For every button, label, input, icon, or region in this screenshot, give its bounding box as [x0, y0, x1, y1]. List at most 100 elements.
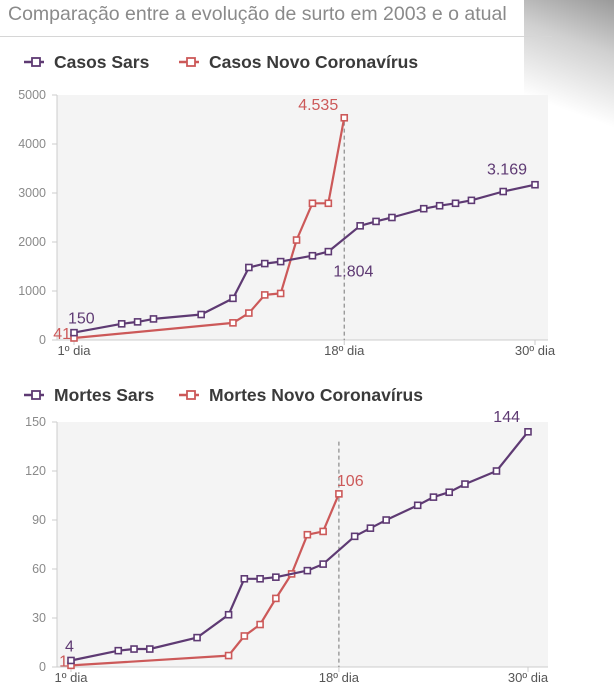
y-tick-label: 0 [39, 333, 46, 347]
legend-item-casos-novo-coronavirus: Casos Novo Coronavírus [179, 52, 418, 72]
data-point [467, 196, 476, 205]
data-point [130, 645, 138, 653]
data-point [499, 187, 508, 196]
data-point [303, 566, 312, 575]
legend-label: Mortes Novo Coronavírus [209, 385, 423, 405]
data-point [388, 213, 396, 222]
data-point [308, 199, 317, 208]
data-point [303, 530, 312, 539]
data-point [324, 247, 333, 256]
data-point [114, 646, 123, 655]
legend-marker [31, 57, 41, 67]
data-point [382, 516, 390, 524]
data-point [419, 204, 428, 213]
data-point [117, 320, 126, 328]
x-tick-label: 18º dia [319, 670, 360, 685]
x-tick-label: 1º dia [55, 670, 89, 685]
data-point [256, 575, 264, 583]
data-point [260, 291, 269, 299]
data-point [492, 467, 501, 475]
data-point [319, 527, 327, 536]
data-point [245, 309, 253, 317]
legend-item-mortes-sars: Mortes Sars [24, 385, 154, 405]
legend-marker [186, 390, 196, 400]
data-point [240, 575, 249, 583]
data-point [308, 251, 317, 260]
data-label: 41 [53, 326, 71, 343]
y-tick-label: 120 [25, 464, 46, 478]
data-label: 1 [59, 653, 68, 670]
plot-area [57, 95, 548, 340]
data-point [319, 560, 327, 568]
title-divider [0, 36, 552, 37]
data-point [240, 632, 249, 640]
y-tick-label: 60 [32, 562, 46, 576]
y-tick-label: 3000 [18, 186, 46, 200]
data-point [70, 328, 78, 337]
y-tick-label: 1000 [18, 284, 46, 298]
data-point [451, 199, 460, 208]
y-tick-label: 90 [32, 513, 46, 527]
cases-chart: Casos Sars Casos Novo Coronavírus 0 1000 200… [18, 52, 556, 358]
data-point [413, 501, 422, 510]
data-point [224, 610, 233, 619]
y-tick-label: 150 [25, 415, 46, 429]
series-casos-sars [70, 180, 539, 337]
data-point [145, 645, 154, 653]
data-point [524, 427, 532, 436]
x-tick-label: 1º dia [58, 343, 92, 358]
series-casos-novo-coronavirus [70, 113, 349, 342]
data-point [133, 318, 142, 326]
data-point [366, 524, 375, 532]
legend-label: Casos Sars [54, 52, 150, 72]
series-mortes-novo-coronavirus [67, 490, 343, 670]
x-tick-label: 30º dia [508, 670, 549, 685]
data-label: 150 [68, 311, 95, 328]
data-point [531, 180, 539, 189]
y-tick-label: 5000 [18, 88, 46, 102]
data-point [445, 488, 454, 497]
data-point [340, 113, 349, 122]
data-point [272, 573, 280, 581]
data-point [435, 201, 444, 210]
y-tick-label: 4000 [18, 137, 46, 151]
legend-label: Casos Novo Coronavírus [209, 52, 418, 72]
data-point [350, 532, 359, 541]
data-point [335, 490, 343, 498]
series-mortes-sars [67, 427, 532, 665]
data-label: 1.804 [333, 264, 373, 281]
legend-label: Mortes Sars [54, 385, 154, 405]
data-point [324, 199, 333, 208]
legend-item-mortes-novo-coronavirus: Mortes Novo Coronavírus [179, 385, 423, 405]
data-point [372, 217, 380, 226]
data-point [272, 594, 280, 603]
data-point [229, 319, 237, 327]
data-point [224, 651, 233, 660]
data-point [67, 656, 75, 665]
data-label: 4.535 [298, 97, 338, 114]
data-point [260, 259, 269, 268]
legend-item-casos-sars: Casos Sars [24, 52, 150, 72]
y-tick-label: 0 [39, 660, 46, 674]
y-tick-label: 2000 [18, 235, 46, 249]
legend-marker [186, 57, 196, 67]
legend-marker [31, 390, 41, 400]
data-point [193, 633, 201, 642]
data-label: 4 [65, 638, 74, 655]
data-point [149, 315, 158, 323]
data-point [429, 493, 438, 501]
data-point [229, 294, 237, 303]
data-point [276, 289, 285, 298]
data-label: 144 [493, 409, 520, 426]
data-point [245, 263, 253, 272]
data-point [292, 236, 301, 244]
y-tick-label: 30 [32, 611, 46, 625]
data-label: 3.169 [487, 162, 527, 179]
data-point [197, 310, 205, 319]
page-title: Comparação entre a evolução de surto em … [8, 3, 507, 25]
data-point [356, 222, 364, 230]
data-point [276, 257, 285, 266]
x-tick-label: 30º dia [515, 343, 556, 358]
data-point [256, 620, 264, 629]
data-point [461, 480, 469, 488]
